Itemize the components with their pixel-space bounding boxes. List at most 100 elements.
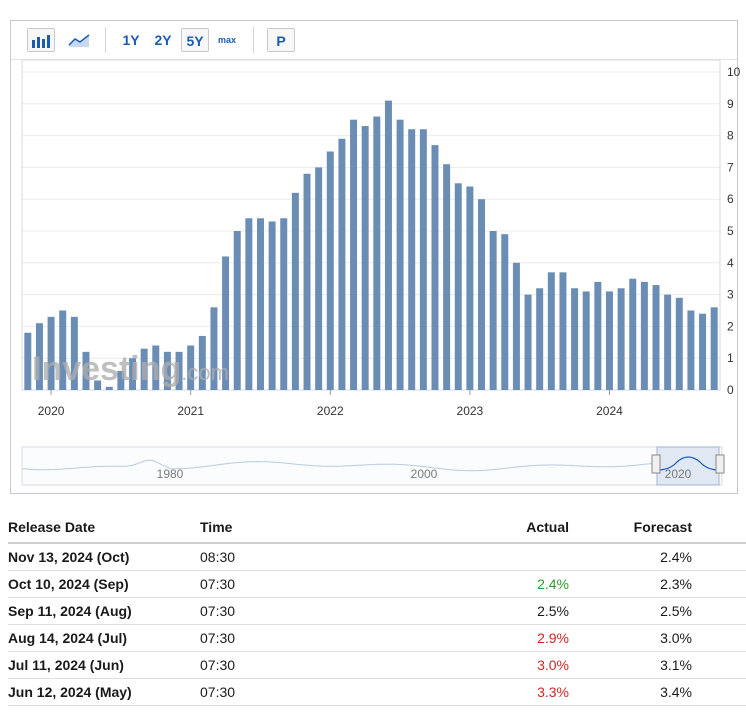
table-row: Oct 10, 2024 (Sep) 07:30 2.4% 2.3% [8,570,746,598]
actual-cell: 2.5% [415,597,569,625]
bar-2020-09[interactable] [140,348,148,390]
bar-2020-10[interactable] [152,345,160,390]
bar-2021-09[interactable] [280,218,288,390]
bar-2024-02[interactable] [617,288,625,390]
plot-frame [21,59,721,391]
navigator-label: 2020 [665,467,692,481]
y-tick-label: 4 [727,256,734,270]
header-time[interactable]: Time [200,512,415,544]
bar-2023-03[interactable] [489,231,497,390]
bar-2022-11[interactable] [443,164,451,390]
time-cell: 08:30 [200,543,415,571]
time-cell: 07:30 [200,651,415,679]
range-navigator[interactable]: 1980 2000 2020 [21,446,725,486]
bar-2020-03[interactable] [70,316,78,390]
bar-2023-12[interactable] [594,281,602,390]
bar-2020-01[interactable] [47,316,55,390]
bar-2019-12[interactable] [35,323,43,390]
forecast-cell: 3.1% [569,651,692,679]
x-tick-label: 2024 [596,404,623,418]
bar-2022-02[interactable] [338,138,346,390]
bar-2024-06[interactable] [664,294,672,390]
bar-2020-06[interactable] [105,386,113,390]
header-release-date[interactable]: Release Date [8,512,200,544]
bar-2021-10[interactable] [291,192,299,390]
bar-2023-01[interactable] [466,186,474,390]
bar-2022-09[interactable] [419,129,427,391]
actual-cell: 2.9% [415,624,569,652]
bar-2020-02[interactable] [59,310,67,391]
bar-2020-05[interactable] [94,380,102,390]
y-tick-label: 10 [727,65,741,79]
navigator-label: 1980 [157,467,184,481]
bar-2022-07[interactable] [396,119,404,390]
forecast-cell: 3.0% [569,624,692,652]
bar-2022-08[interactable] [408,129,416,391]
header-forecast[interactable]: Forecast [569,512,692,544]
bar-2022-10[interactable] [431,145,439,390]
release-date-cell: Jul 11, 2024 (Jun) [8,651,200,679]
bar-2024-01[interactable] [605,291,613,390]
bar-2023-11[interactable] [582,291,590,390]
actual-cell: 3.3% [415,678,569,706]
area-chart-icon [68,34,90,47]
bar-2020-04[interactable] [82,351,90,390]
bar-2024-03[interactable] [629,278,637,390]
release-date-cell: Sep 11, 2024 (Aug) [8,597,200,625]
bar-2024-04[interactable] [640,281,648,390]
bar-2021-08[interactable] [268,221,276,390]
navigator-left-handle[interactable] [651,454,661,474]
bar-2020-07[interactable] [117,370,125,390]
bar-2021-02[interactable] [198,335,206,390]
bar-2023-02[interactable] [478,199,486,390]
bar-2022-12[interactable] [454,183,462,390]
area-chart-button[interactable] [65,28,93,52]
bar-2019-11[interactable] [24,332,32,390]
bar-chart-button[interactable] [27,28,55,52]
bar-2024-08[interactable] [687,310,695,391]
range-1y-button[interactable]: 1Y [122,32,140,48]
header-actual[interactable]: Actual [415,512,569,544]
bar-2024-10[interactable] [710,307,718,390]
bar-2022-01[interactable] [326,151,334,391]
bar-2024-05[interactable] [652,285,660,390]
bar-2021-01[interactable] [187,345,195,390]
bar-2022-05[interactable] [373,116,381,391]
bar-2022-04[interactable] [361,126,369,390]
bar-2021-12[interactable] [315,167,323,390]
bar-2023-08[interactable] [547,272,555,390]
navigator-selected-line [656,456,720,471]
bar-2021-11[interactable] [303,173,311,390]
range-2y-button[interactable]: 2Y [154,32,172,48]
bar-2024-07[interactable] [675,297,683,390]
actual-cell [415,543,569,571]
bar-2023-09[interactable] [559,272,567,390]
navigator-right-handle[interactable] [715,454,725,474]
forecast-cell: 3.4% [569,678,692,706]
bar-2021-06[interactable] [245,218,253,390]
forecast-cell: 2.4% [569,543,692,571]
bar-2020-08[interactable] [129,358,137,390]
bar-2021-04[interactable] [222,256,230,390]
release-date-cell: Oct 10, 2024 (Sep) [8,570,200,598]
table-row: Aug 14, 2024 (Jul) 07:30 2.9% 3.0% [8,624,746,652]
bar-2023-07[interactable] [536,288,544,390]
bar-2020-12[interactable] [175,351,183,390]
bar-2023-05[interactable] [512,262,520,390]
bar-2021-07[interactable] [256,218,264,390]
bar-2021-05[interactable] [233,231,241,390]
bar-2022-03[interactable] [350,119,358,390]
bar-2023-06[interactable] [524,294,532,390]
bar-2023-04[interactable] [501,234,509,390]
bar-2022-06[interactable] [384,100,392,391]
range-5y-button[interactable]: 5Y [181,28,209,52]
forecast-cell: 2.3% [569,570,692,598]
range-max-button[interactable]: max [217,35,236,45]
p-button[interactable]: P [267,28,295,52]
bar-2023-10[interactable] [571,288,579,390]
bar-2021-03[interactable] [210,307,218,390]
bar-2024-09[interactable] [699,313,707,390]
bar-2020-11[interactable] [163,351,171,390]
chart-svg: Investing.com Investing.com 012345678910… [21,59,741,486]
releases-table: Release Date Time Actual Forecast Nov 13… [8,512,746,706]
